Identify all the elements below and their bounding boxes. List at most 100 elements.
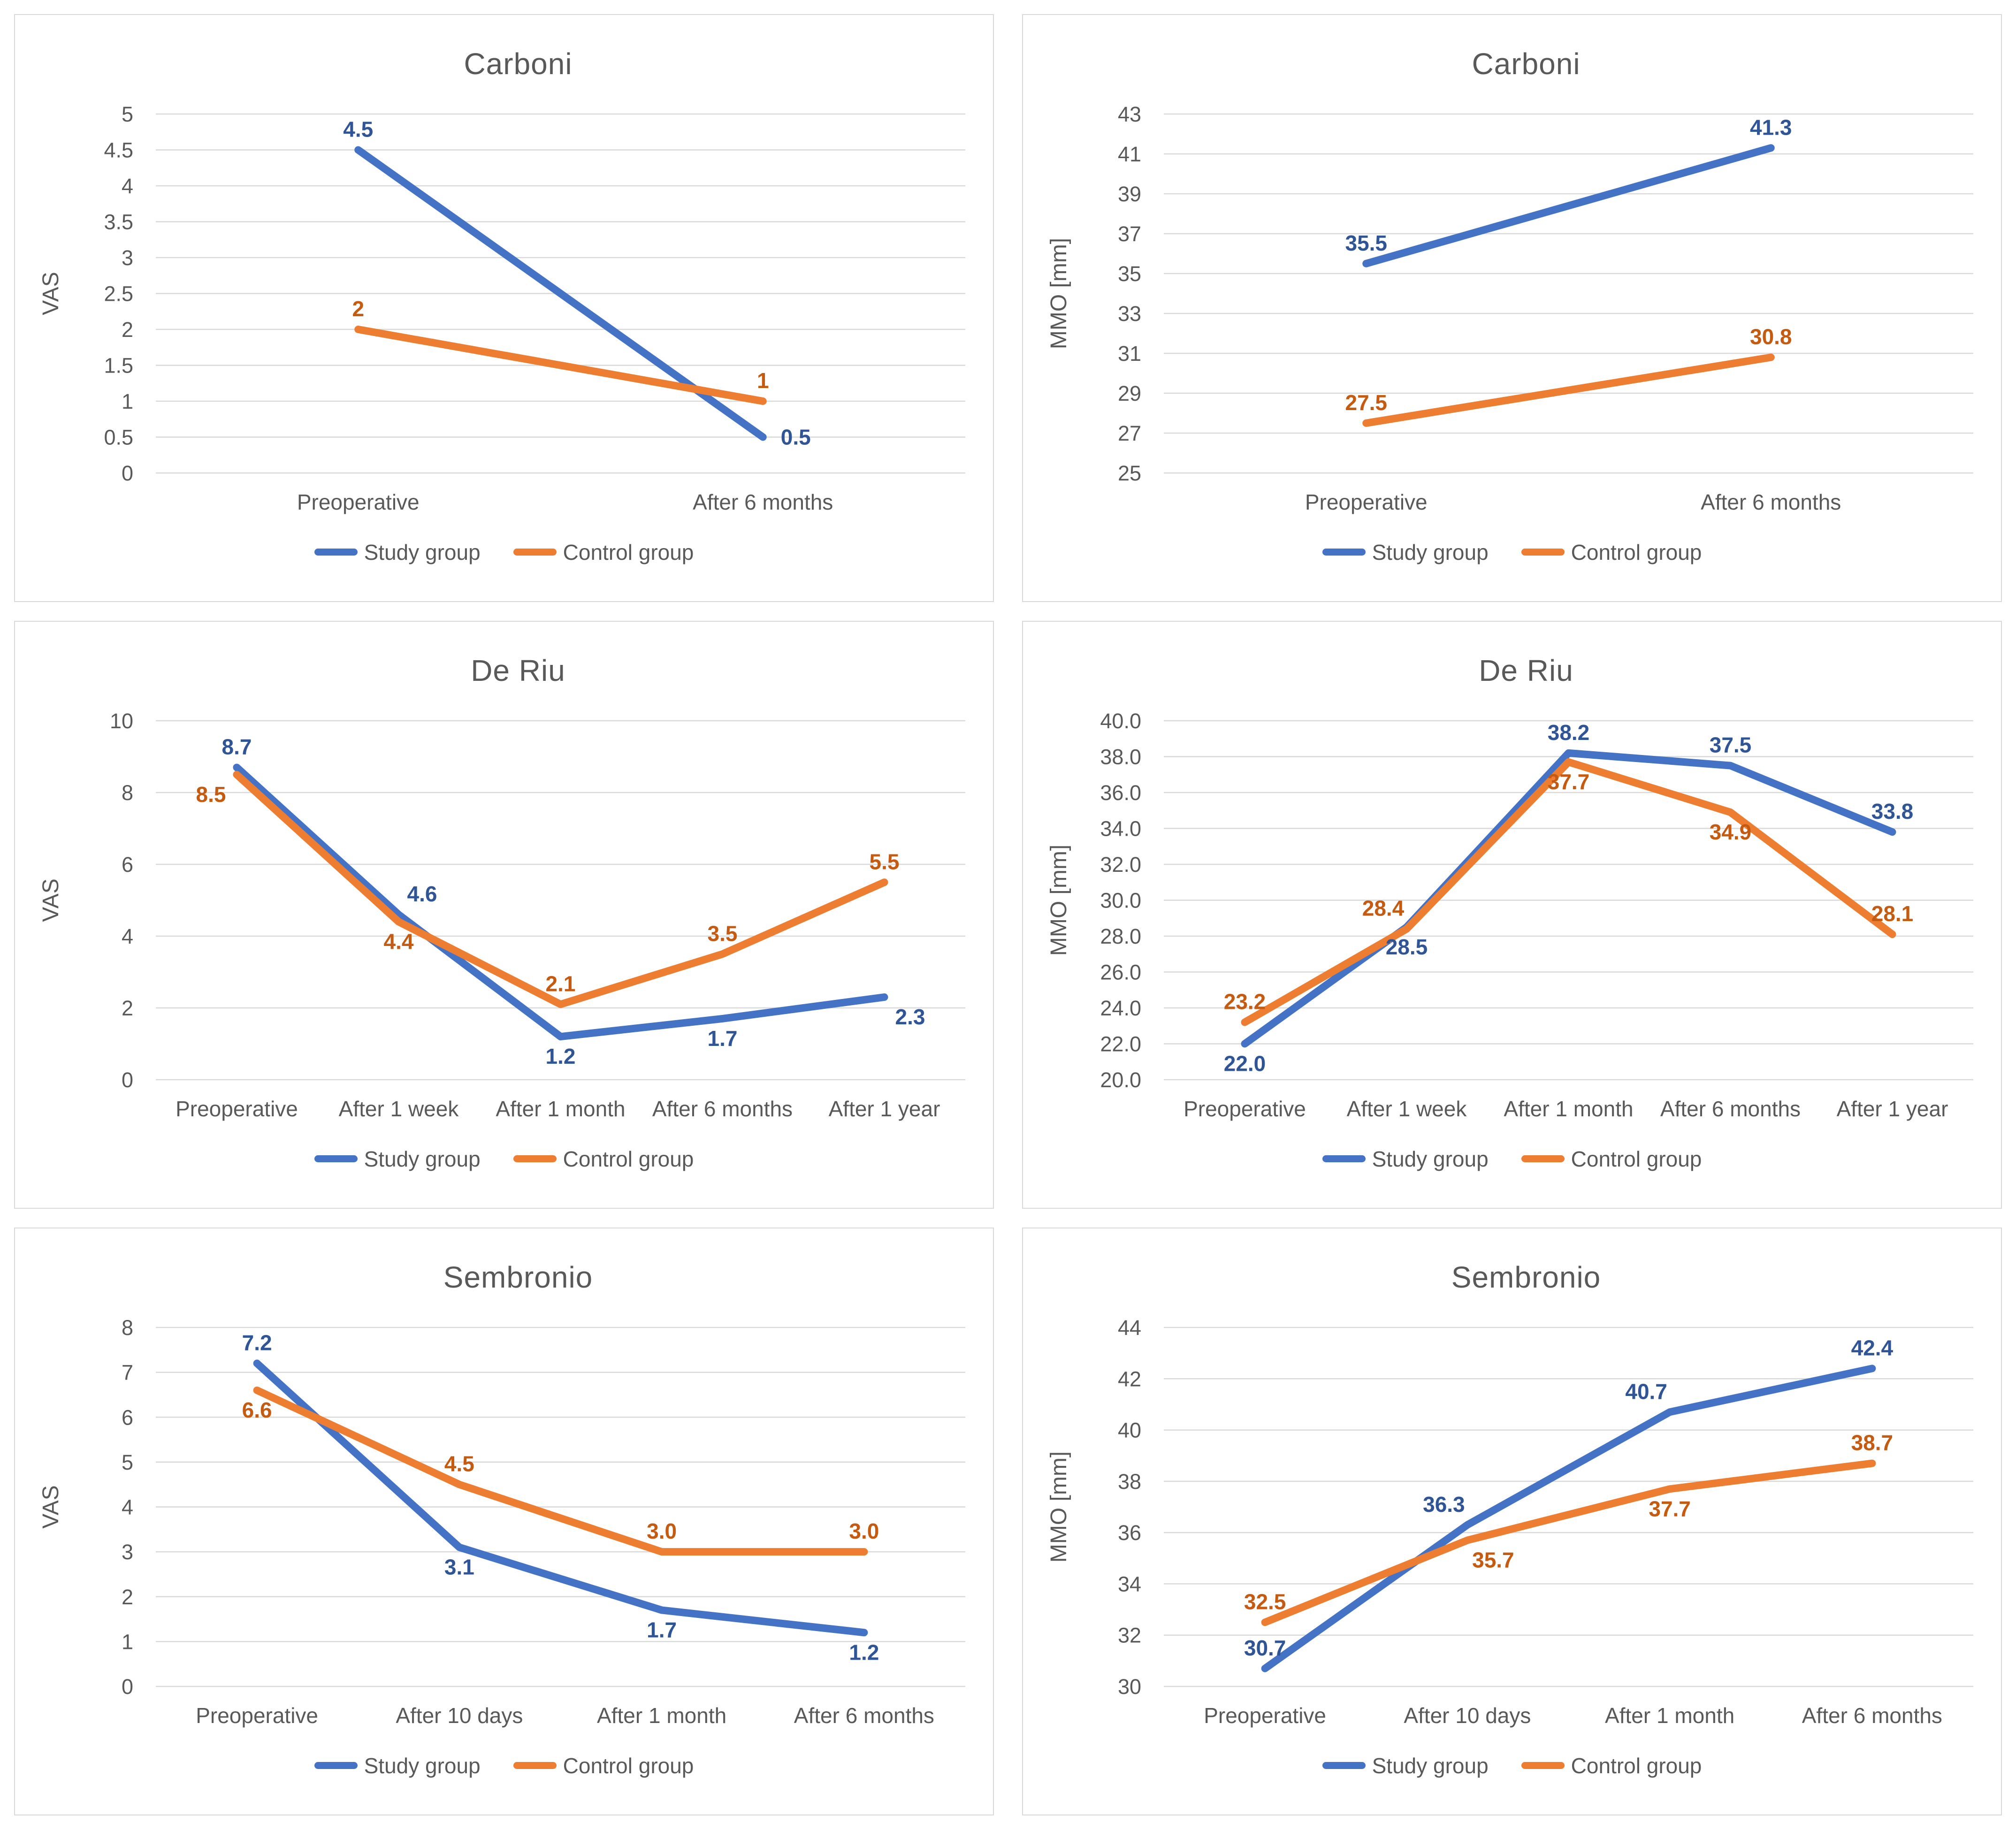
y-tick-label: 20.0	[1100, 1068, 1141, 1092]
study-data-label: 3.1	[444, 1555, 474, 1579]
x-category-label: After 1 month	[597, 1703, 726, 1728]
y-tick-label: 43	[1118, 102, 1141, 126]
study-data-label: 42.4	[1851, 1335, 1894, 1360]
line-chart-canvas: 30 32 34 36 38 40 42 44 MMO [mm] Preoperative Afte…	[1046, 1316, 1973, 1728]
y-tick-label: 26.0	[1100, 960, 1141, 984]
control-group-line-swatch-icon	[1521, 549, 1565, 556]
y-tick-label: 40.0	[1100, 709, 1141, 733]
y-tick-label: 38	[1118, 1469, 1141, 1493]
legend-label: Study group	[364, 540, 481, 564]
y-tick-label: 2	[122, 996, 133, 1020]
chart-panel-sembronio-vas: Sembronio 0 1 2 3 4 5 6 7 8 VAS Preoperative After …	[14, 1228, 994, 1815]
legend-label: Control group	[563, 1753, 694, 1778]
x-category-label: After 10 days	[1404, 1703, 1531, 1728]
chart-title: Sembronio	[1451, 1260, 1601, 1294]
line-chart-canvas: 0 0.5 1 1.5 2 2.5 3 3.5 4 4.5 5 VAS Preoperative Afte…	[38, 102, 965, 514]
study-data-label: 4.5	[343, 117, 373, 141]
x-category-label: After 1 week	[339, 1097, 459, 1121]
legend-item-control-group: Control group	[513, 1146, 694, 1172]
y-tick-label: 1	[122, 389, 133, 413]
control-data-label: 3.0	[647, 1519, 677, 1543]
y-axis-title: MMO [mm]	[1046, 1451, 1071, 1562]
control-group-line	[233, 770, 888, 1008]
x-category-label: After 6 months	[1802, 1703, 1942, 1728]
control-group-line	[1261, 1459, 1876, 1626]
legend-item-control-group: Control group	[1521, 540, 1702, 565]
legend-item-study-group: Study group	[314, 1146, 481, 1172]
y-tick-label: 1.5	[104, 353, 133, 377]
legend-item-study-group: Study group	[314, 540, 481, 565]
control-data-label: 5.5	[870, 849, 900, 874]
control-data-label: 1	[757, 368, 769, 393]
y-tick-label: 7	[122, 1360, 133, 1384]
chart-legend: Study group Control group	[1023, 1146, 2001, 1172]
study-data-label: 1.2	[849, 1640, 879, 1664]
study-data-label: 38.2	[1548, 720, 1590, 744]
control-group-line	[354, 325, 767, 405]
x-category-label: After 1 year	[829, 1097, 940, 1121]
control-data-label: 23.2	[1224, 989, 1266, 1014]
y-tick-label: 33	[1118, 302, 1141, 326]
study-group-line	[253, 1359, 868, 1636]
y-tick-label: 6	[122, 1405, 133, 1429]
y-tick-label: 5	[122, 1450, 133, 1474]
control-group-line-swatch-icon	[513, 1762, 557, 1769]
control-group-line-swatch-icon	[1521, 1762, 1565, 1769]
chart-legend: Study group Control group	[1023, 1753, 2001, 1778]
y-tick-label: 41	[1118, 142, 1141, 166]
y-tick-label: 34	[1118, 1572, 1141, 1596]
y-tick-label: 34.0	[1100, 816, 1141, 840]
legend-item-control-group: Control group	[513, 1753, 694, 1778]
y-tick-label: 44	[1118, 1316, 1141, 1340]
x-category-label: After 6 months	[652, 1097, 793, 1121]
control-group-line	[1362, 353, 1775, 427]
chart-legend: Study group Control group	[15, 1146, 993, 1172]
legend-label: Control group	[1571, 540, 1702, 564]
y-tick-label: 36	[1118, 1521, 1141, 1545]
chart-panel-deriu-vas: De Riu 0 2 4 6 8 10 VAS Preoperative After 1 wee…	[14, 621, 994, 1209]
legend-label: Study group	[1372, 540, 1489, 564]
study-data-label: 28.5	[1386, 934, 1428, 959]
y-axis-title: VAS	[38, 272, 63, 315]
chart-title: Sembronio	[443, 1260, 593, 1294]
y-tick-label: 29	[1118, 381, 1141, 405]
y-tick-label: 0	[122, 461, 133, 485]
x-category-label: After 1 month	[1605, 1703, 1734, 1728]
y-tick-label: 40	[1118, 1418, 1141, 1442]
chart-title: Carboni	[1472, 47, 1581, 81]
legend-label: Control group	[1571, 1146, 1702, 1171]
x-category-label: Preoperative	[1305, 490, 1428, 514]
y-tick-label: 8	[122, 781, 133, 805]
y-tick-label: 5	[122, 102, 133, 126]
legend-label: Control group	[563, 1146, 694, 1171]
chart-panel-deriu-mmo: De Riu 20.0 22.0 24.0 26.0 28.0 30.0 32.0 34.0 3…	[1022, 621, 2002, 1209]
control-data-label: 2.1	[546, 971, 576, 996]
legend-item-control-group: Control group	[513, 540, 694, 565]
study-data-label: 1.7	[647, 1617, 677, 1642]
y-tick-label: 4	[122, 924, 133, 948]
y-tick-label: 6	[122, 853, 133, 877]
control-data-label: 28.1	[1871, 901, 1914, 926]
line-chart-canvas: 0 1 2 3 4 5 6 7 8 VAS Preoperative After 10 days Aft…	[38, 1316, 965, 1728]
y-tick-label: 10	[110, 709, 133, 733]
study-group-line	[1241, 749, 1896, 1048]
y-tick-label: 31	[1118, 342, 1141, 366]
y-tick-label: 37	[1118, 222, 1141, 246]
control-data-label: 4.4	[384, 929, 414, 953]
y-tick-label: 35	[1118, 262, 1141, 286]
chart-panel-carboni-mmo: Carboni 25 27 29 31 33 35 37 39 41 43 MMO [mm] Preo…	[1022, 14, 2002, 602]
y-tick-label: 25	[1118, 461, 1141, 485]
y-tick-label: 32	[1118, 1623, 1141, 1647]
control-data-label: 27.5	[1345, 390, 1387, 414]
study-data-label: 41.3	[1750, 115, 1792, 139]
study-group-line-swatch-icon	[314, 1155, 358, 1163]
study-data-label: 22.0	[1224, 1051, 1266, 1075]
legend-item-control-group: Control group	[1521, 1146, 1702, 1172]
legend-item-study-group: Study group	[1322, 1753, 1489, 1778]
control-data-label: 34.9	[1710, 820, 1752, 844]
line-chart-canvas: 20.0 22.0 24.0 26.0 28.0 30.0 32.0 34.0 36.0 38.0…	[1046, 709, 1973, 1121]
y-tick-label: 27	[1118, 421, 1141, 445]
x-category-label: Preoperative	[1204, 1703, 1326, 1728]
control-group-line	[253, 1386, 868, 1556]
control-data-label: 3.0	[849, 1519, 879, 1543]
